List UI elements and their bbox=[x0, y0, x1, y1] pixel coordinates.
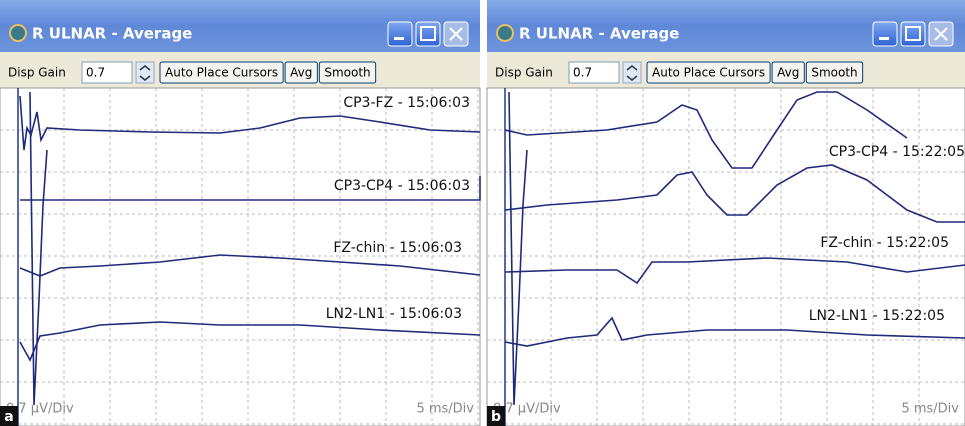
trace-label: FZ-chin - 15:22:05 bbox=[820, 235, 949, 251]
app-icon bbox=[9, 24, 27, 42]
plot-area bbox=[486, 87, 965, 426]
waveform bbox=[504, 257, 965, 285]
scale-x-label: 5 ms/Div bbox=[901, 402, 959, 417]
toolbar-button[interactable] bbox=[771, 61, 805, 84]
panel-badge bbox=[487, 406, 505, 426]
toolbar-button[interactable] bbox=[159, 61, 284, 84]
close-icon bbox=[934, 27, 948, 41]
waveform bbox=[504, 316, 965, 347]
toolbar-button-label: Smooth bbox=[811, 66, 857, 80]
panel-label: a bbox=[4, 409, 13, 425]
gain-value: 0.7 bbox=[86, 66, 105, 80]
maximize-icon bbox=[905, 26, 921, 41]
minimize-button[interactable] bbox=[872, 21, 898, 47]
panel-badge bbox=[0, 406, 18, 426]
gain-input[interactable] bbox=[568, 61, 620, 84]
trace-label: CP3-CP4 - 15:06:03 bbox=[334, 178, 470, 194]
window-title: R ULNAR - Average bbox=[32, 25, 192, 43]
toolbar-button[interactable] bbox=[646, 61, 771, 84]
waveform bbox=[19, 254, 481, 277]
panel-label: b bbox=[491, 409, 501, 425]
maximize-button[interactable] bbox=[900, 21, 926, 47]
waveform bbox=[20, 176, 481, 201]
plot-area bbox=[0, 87, 481, 426]
waveform bbox=[504, 164, 965, 223]
spinner-arrows bbox=[626, 65, 638, 81]
trace-label: CP3-FZ - 15:06:03 bbox=[343, 95, 470, 111]
toolbar-button-label: Auto Place Cursors bbox=[652, 66, 765, 80]
scale-x-label: 5 ms/Div bbox=[416, 402, 474, 417]
toolbar-button[interactable] bbox=[805, 61, 864, 84]
toolbar-button-label: Avg bbox=[290, 66, 312, 80]
window: R ULNAR - Average Disp Gain 0.7 Auto Place … bbox=[486, 0, 965, 426]
trace-label: CP3-CP4 - 15:22:05 bbox=[829, 144, 965, 160]
spinner-arrows bbox=[139, 65, 151, 81]
toolbar-button[interactable] bbox=[318, 61, 377, 84]
toolbar-button-label: Smooth bbox=[324, 66, 370, 80]
window: R ULNAR - Average Disp Gain 0.7 Auto Place … bbox=[0, 0, 481, 426]
waveform bbox=[508, 91, 528, 406]
minimize-icon bbox=[394, 37, 404, 40]
minimize-button[interactable] bbox=[387, 21, 413, 47]
close-icon bbox=[449, 27, 463, 41]
app-icon bbox=[496, 24, 514, 42]
scale-y-label: 0.7 µV/Div bbox=[493, 402, 561, 417]
maximize-button[interactable] bbox=[415, 21, 441, 47]
scale-y-label: 0.7 µV/Div bbox=[6, 402, 74, 417]
trace-label: LN2-LN1 - 15:06:03 bbox=[326, 306, 462, 322]
gain-spinner[interactable] bbox=[622, 61, 642, 84]
gain-value: 0.7 bbox=[573, 66, 592, 80]
waveform bbox=[19, 321, 481, 362]
waveform bbox=[29, 91, 48, 406]
gain-spinner[interactable] bbox=[135, 61, 155, 84]
toolbar-button-label: Avg bbox=[777, 66, 799, 80]
trace-label: FZ-chin - 15:06:03 bbox=[333, 240, 462, 256]
trace-label: LN2-LN1 - 15:22:05 bbox=[809, 308, 945, 324]
waveform bbox=[504, 91, 908, 169]
toolbar-button-label: Auto Place Cursors bbox=[165, 66, 278, 80]
gain-input[interactable] bbox=[81, 61, 133, 84]
toolbar-button[interactable] bbox=[284, 61, 318, 84]
window-title: R ULNAR - Average bbox=[519, 25, 679, 43]
waveform bbox=[19, 95, 481, 151]
gain-label: Disp Gain bbox=[8, 66, 66, 80]
minimize-icon bbox=[879, 37, 889, 40]
maximize-icon bbox=[420, 26, 436, 41]
gain-label: Disp Gain bbox=[495, 66, 553, 80]
